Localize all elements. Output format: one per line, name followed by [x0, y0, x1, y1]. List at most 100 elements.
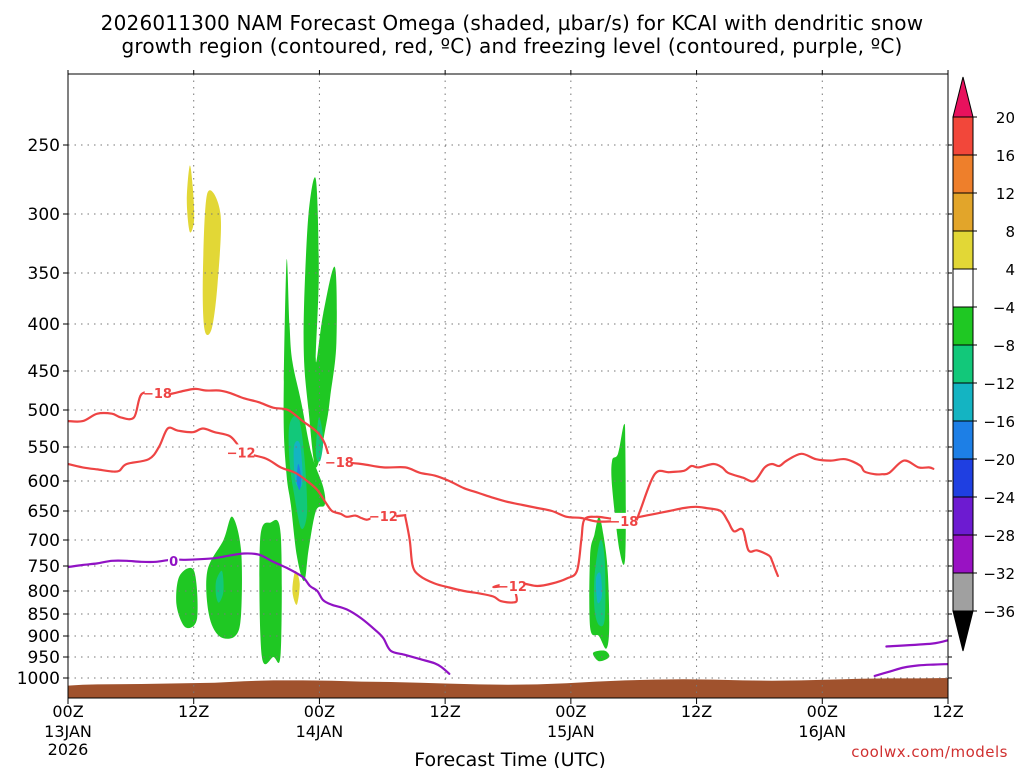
- y-tick-label-600: 600: [28, 472, 60, 492]
- colorbar-box-6: [952, 306, 974, 346]
- chart-title-line-2: growth region (contoured, red, ºC) and f…: [121, 34, 903, 58]
- contour-line-0: [68, 387, 331, 459]
- colorbar-label-11: −28: [983, 527, 1015, 545]
- colorbar-box-1: [952, 116, 974, 156]
- contour-label-bg-3-0: [499, 578, 526, 594]
- y-tick-label-950: 950: [28, 648, 60, 668]
- y-tick-label-450: 450: [28, 362, 60, 382]
- terrain-fill: [68, 678, 948, 698]
- omega-region-7: [303, 177, 337, 468]
- colorbar-box-9: [952, 420, 974, 460]
- contour-label-bg-2-0: [326, 453, 353, 470]
- contour-line-1: [68, 426, 407, 521]
- colorbar-label-9: −20: [983, 451, 1015, 469]
- source-credit: coolwx.com/models: [851, 743, 1008, 761]
- colorbar-label-12: −32: [983, 565, 1015, 583]
- colorbar-label-7: −12: [983, 375, 1015, 393]
- contour-line-4: [68, 552, 451, 675]
- omega-region-3: [176, 567, 198, 629]
- colorbar-box-5: [952, 268, 974, 308]
- plot-frame: [67, 73, 949, 699]
- omega-region-0: [186, 165, 195, 233]
- colorbar-box-12: [952, 534, 974, 574]
- y-axis: 2503003504004505005506006507007508008509…: [17, 136, 952, 689]
- x-tick-label-36-0: 12Z: [429, 702, 460, 721]
- contour-lines: [68, 387, 948, 677]
- contour-line-2: [328, 452, 935, 523]
- contour-label-0-0: −18: [143, 387, 172, 402]
- y-tick-label-550: 550: [28, 438, 60, 458]
- colorbar-box-3: [952, 192, 974, 232]
- omega-region-13: [215, 570, 224, 603]
- colorbar-label-3: 8: [1005, 223, 1015, 241]
- x-tick-label-12-0: 12Z: [178, 702, 209, 721]
- y-tick-label-900: 900: [28, 627, 60, 647]
- omega-region-4: [206, 516, 242, 639]
- omega-shading: [176, 165, 626, 665]
- grid-lines: [68, 74, 948, 698]
- x-tick-label-48-1: 15JAN: [547, 722, 595, 741]
- y-tick-label-700: 700: [28, 531, 60, 551]
- x-tick-label-0-1: 13JAN: [44, 722, 92, 741]
- colorbar-label-13: −36: [983, 603, 1015, 621]
- colorbar-box-7: [952, 344, 974, 384]
- contour-line-5: [885, 639, 948, 648]
- contour-label-4-0: 0: [169, 555, 178, 570]
- y-tick-label-850: 850: [28, 605, 60, 625]
- contour-label-bg-1-1: [370, 508, 397, 525]
- y-tick-label-650: 650: [28, 502, 60, 522]
- colorbar: 20 16 12 8 4 −4 −8 −12 −16 −20 −24 −28 −32 −36: [952, 76, 1015, 652]
- chart-title-line-1: 2026011300 NAM Forecast Omega (shaded, µ…: [100, 11, 924, 35]
- x-tick-label-24-1: 14JAN: [296, 722, 344, 741]
- colorbar-label-1: 16: [996, 147, 1015, 165]
- x-axis-label: Forecast Time (UTC): [414, 749, 605, 768]
- y-tick-label-250: 250: [28, 136, 60, 156]
- colorbar-label-2: 12: [996, 185, 1015, 203]
- colorbar-label-10: −24: [983, 489, 1015, 507]
- omega-region-1: [202, 190, 221, 336]
- omega-region-17: [296, 463, 302, 491]
- y-tick-label-350: 350: [28, 264, 60, 284]
- contour-labels: −18 −12 −12 −18 −18 −12 0: [143, 384, 638, 595]
- colorbar-box-13: [952, 572, 974, 612]
- y-tick-label-300: 300: [28, 205, 60, 225]
- contour-label-bg-0-0: [144, 384, 171, 401]
- contour-label-bg-4-0: [168, 552, 180, 569]
- x-tick-label-48-0: 00Z: [555, 702, 586, 721]
- x-tick-label-84-0: 12Z: [932, 702, 963, 721]
- y-tick-label-800: 800: [28, 582, 60, 602]
- y-tick-label-500: 500: [28, 401, 60, 421]
- colorbar-label-6: −8: [993, 337, 1015, 355]
- contour-label-bg-2-1: [611, 512, 637, 529]
- colorbar-bottom-arrow: [952, 610, 974, 652]
- colorbar-label-0: 20: [996, 109, 1015, 127]
- colorbar-box-2: [952, 154, 974, 194]
- colorbar-label-4: 4: [1005, 261, 1015, 279]
- colorbar-box-8: [952, 382, 974, 422]
- y-tick-label-400: 400: [28, 315, 60, 335]
- contour-label-3-0: −12: [498, 580, 527, 595]
- colorbar-box-11: [952, 496, 974, 536]
- contour-line-6: [873, 663, 948, 677]
- x-tick-label-72-0: 00Z: [807, 702, 838, 721]
- colorbar-label-8: −16: [983, 413, 1015, 431]
- contour-label-1-0: −12: [227, 446, 256, 461]
- colorbar-box-4: [952, 230, 974, 270]
- y-tick-label-1000: 1000: [17, 669, 60, 689]
- contour-label-bg-1-0: [228, 444, 254, 461]
- contour-label-1-1: −12: [369, 510, 398, 525]
- contour-line-3: [404, 505, 779, 604]
- omega-region-5: [259, 519, 282, 665]
- colorbar-box-10: [952, 458, 974, 498]
- x-tick-label-72-1: 16JAN: [798, 722, 846, 741]
- omega-region-9: [592, 650, 610, 662]
- contour-label-2-1: −18: [609, 515, 638, 530]
- omega-region-16: [595, 572, 603, 604]
- omega-region-2: [292, 570, 300, 605]
- omega-region-10: [611, 423, 626, 565]
- x-tick-label-60-0: 12Z: [681, 702, 712, 721]
- colorbar-top-arrow: [952, 76, 974, 118]
- colorbar-label-5: −4: [993, 299, 1015, 317]
